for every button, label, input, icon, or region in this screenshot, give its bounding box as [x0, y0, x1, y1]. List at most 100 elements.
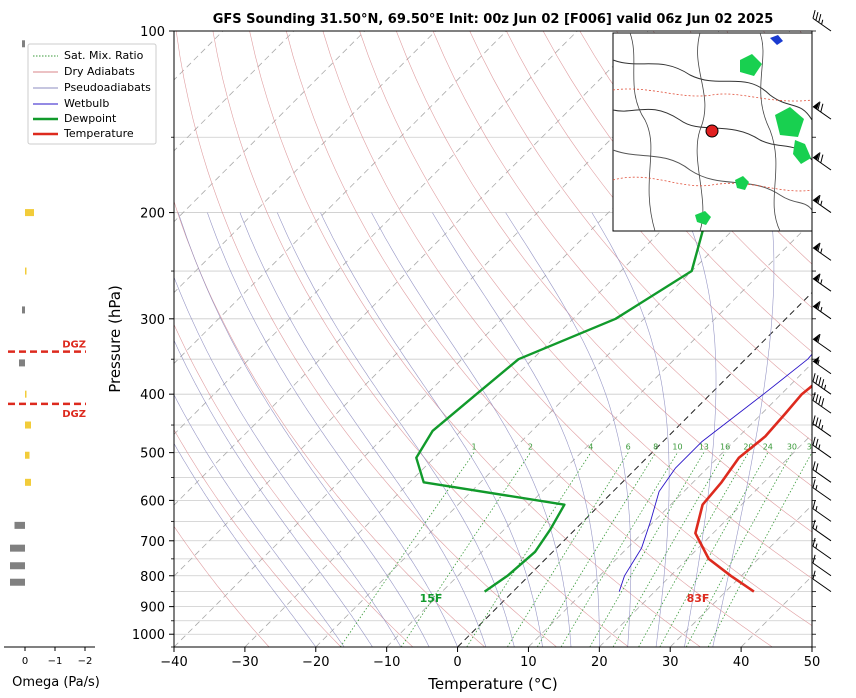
isotherm-line	[528, 362, 812, 647]
x-tick-label: 20	[591, 655, 608, 670]
mixing-ratio-line	[536, 452, 657, 647]
surface-temperature-label: 83F	[687, 592, 710, 605]
dry-adiabat-line	[249, 31, 701, 647]
wind-barb	[812, 9, 832, 32]
legend-wetbulb: Wetbulb	[64, 97, 109, 110]
wind-barb	[812, 537, 832, 560]
wind-barbs	[811, 9, 832, 648]
x-tick-label: 10	[520, 655, 537, 670]
wind-barb	[812, 301, 832, 320]
dry-adiabat-line	[506, 31, 812, 397]
dry-adiabat-line	[174, 323, 414, 647]
pseudoadiabat-line	[591, 212, 670, 647]
y-tick-label: 900	[140, 601, 165, 616]
omega-bar	[25, 451, 30, 459]
wind-barb	[812, 373, 832, 395]
omega-bar	[19, 359, 25, 367]
pseudoadiabat-line	[320, 212, 543, 647]
wind-barb	[812, 101, 832, 120]
axes: −40 −30 −20 −10 0 10 20 30 40 50 100 200 300 400 500 60…	[132, 25, 820, 670]
pseudoadiabat-line	[178, 212, 430, 647]
legend-dewpoint: Dewpoint	[64, 112, 117, 125]
wind-barb	[812, 519, 832, 542]
legend: Sat. Mix. Ratio Dry Adiabats Pseudoadiab…	[27, 43, 157, 145]
series-temperature	[694, 384, 812, 593]
y-axis-label: Pressure (hPa)	[106, 285, 124, 393]
omega-panel: 0 −1 −2 DGZ DGZ	[4, 40, 95, 667]
dry-adiabat-line	[174, 525, 270, 647]
omega-bar	[10, 544, 25, 552]
omega-tick-label: −2	[78, 656, 93, 667]
series-wetbulb	[618, 353, 812, 592]
wind-barb	[812, 273, 832, 292]
x-tick-label: 50	[804, 655, 821, 670]
y-tick-label: 600	[140, 494, 165, 509]
y-tick-label: 200	[140, 207, 165, 222]
dry-adiabat-line	[359, 31, 812, 579]
pseudoadiabat-line	[174, 442, 317, 647]
y-tick-label: 1000	[132, 628, 165, 643]
dgz-label: DGZ	[62, 340, 86, 351]
wind-barb	[812, 415, 832, 437]
dry-adiabat-line	[212, 31, 629, 647]
surface-dewpoint-label: 15F	[420, 592, 443, 605]
mixing-ratio-label: 13	[699, 443, 709, 452]
pseudoadiabat-line	[207, 212, 458, 647]
omega-axis-label: Omega (Pa/s)	[12, 675, 100, 690]
mixing-ratio-label: 36	[807, 443, 817, 452]
wind-barb	[812, 500, 832, 522]
isotherm-line	[174, 31, 436, 294]
y-tick-label: 700	[140, 535, 165, 550]
mixing-ratio-label: 20	[743, 443, 753, 452]
omega-bar	[22, 306, 25, 314]
mixing-ratio-line	[560, 452, 678, 647]
reference-lines: 1246810131620243036	[174, 31, 856, 647]
wind-barb	[812, 356, 832, 375]
pseudoadiabat-line	[174, 339, 373, 647]
mixing-ratio-line	[589, 452, 705, 647]
mixing-ratio-label: 4	[588, 443, 593, 452]
pseudoadiabat-line	[277, 212, 515, 647]
legend-temperature: Temperature	[63, 127, 134, 140]
dry-adiabat-line	[542, 31, 812, 353]
mixing-ratio-line	[659, 452, 769, 647]
isotherm-line	[174, 31, 649, 506]
wind-barb	[812, 436, 832, 459]
isotherm-line	[174, 31, 365, 223]
mixing-ratio-label: 24	[763, 443, 773, 452]
omega-bar	[14, 521, 25, 529]
wind-barb	[812, 333, 832, 353]
x-tick-label: −30	[231, 655, 258, 670]
mixing-ratio-line	[612, 452, 726, 647]
mixing-ratio-label: 8	[653, 443, 658, 452]
y-tick-label: 100	[140, 25, 165, 40]
dry-adiabat-line	[322, 31, 812, 626]
chart-title: GFS Sounding 31.50°N, 69.50°E Init: 00z …	[213, 12, 774, 27]
x-tick-label: −10	[373, 655, 400, 670]
dry-adiabat-line	[837, 31, 856, 647]
isotherm-line	[669, 504, 812, 647]
mixing-ratio-label: 2	[528, 443, 533, 452]
wind-barb	[812, 194, 832, 213]
pseudoadiabat-line	[712, 212, 775, 647]
dry-adiabat-line	[286, 31, 773, 647]
dry-adiabat-line	[396, 31, 812, 533]
inset-map	[612, 32, 813, 232]
omega-bar	[25, 209, 34, 217]
wind-barb	[812, 570, 832, 593]
y-tick-label: 500	[140, 447, 165, 462]
dry-adiabat-line	[174, 429, 342, 647]
mixing-ratio-label: 30	[787, 443, 797, 452]
isotherm-line	[174, 31, 507, 364]
x-tick-label: −20	[302, 655, 329, 670]
dry-adiabat-line	[469, 31, 812, 442]
wind-barb	[812, 461, 832, 483]
mixing-ratio-label: 1	[471, 443, 476, 452]
wind-barb	[812, 479, 832, 501]
x-axis-label: Temperature (°C)	[427, 675, 557, 693]
pseudoadiabat-line	[684, 212, 717, 647]
x-tick-label: 30	[662, 655, 679, 670]
mixing-ratio-line	[638, 452, 749, 647]
omega-bar	[22, 40, 25, 48]
y-tick-label: 400	[140, 388, 165, 403]
